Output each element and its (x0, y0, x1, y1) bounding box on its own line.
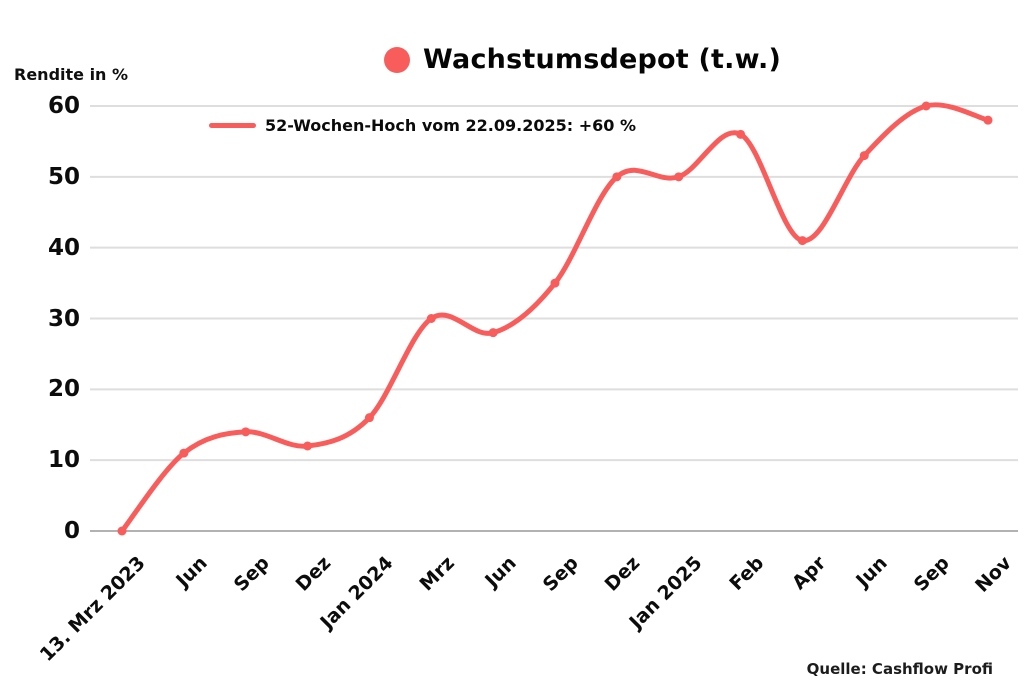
data-point-marker (303, 441, 313, 451)
data-point-marker (241, 427, 251, 437)
data-point-marker (612, 172, 622, 182)
legend: 52-Wochen-Hoch vom 22.09.2025: +60 % (209, 116, 636, 135)
data-point-marker (859, 151, 869, 161)
y-axis-tick: 30 (47, 305, 80, 332)
data-point-marker (921, 101, 931, 111)
y-axis-tick: 50 (47, 163, 80, 190)
y-axis-title: Rendite in % (14, 65, 129, 84)
data-point-marker (117, 526, 127, 536)
chart-title-group: Wachstumsdepot (t.w.) (384, 44, 781, 75)
chart-title: Wachstumsdepot (t.w.) (423, 44, 782, 75)
y-axis-tick: 60 (47, 93, 80, 119)
data-point-marker (983, 115, 993, 125)
y-axis-tick: 0 (63, 518, 80, 544)
y-axis-tick: 40 (47, 234, 80, 261)
data-point-marker (797, 236, 807, 246)
data-point-marker (179, 448, 189, 458)
series-dot-icon (384, 46, 410, 73)
source-credit: Quelle: Cashflow Profi (806, 660, 993, 678)
legend-label: 52-Wochen-Hoch vom 22.09.2025: +60 % (265, 116, 636, 135)
data-point-marker (736, 129, 746, 139)
data-point-marker (426, 314, 436, 323)
data-point-marker (364, 413, 374, 423)
data-point-marker (674, 172, 684, 182)
legend-line-icon (209, 123, 256, 128)
series-line (119, 102, 991, 534)
y-axis-tick: 20 (47, 376, 80, 403)
data-point-marker (488, 328, 498, 338)
y-axis-tick: 10 (47, 447, 80, 474)
data-point-marker (550, 278, 560, 288)
